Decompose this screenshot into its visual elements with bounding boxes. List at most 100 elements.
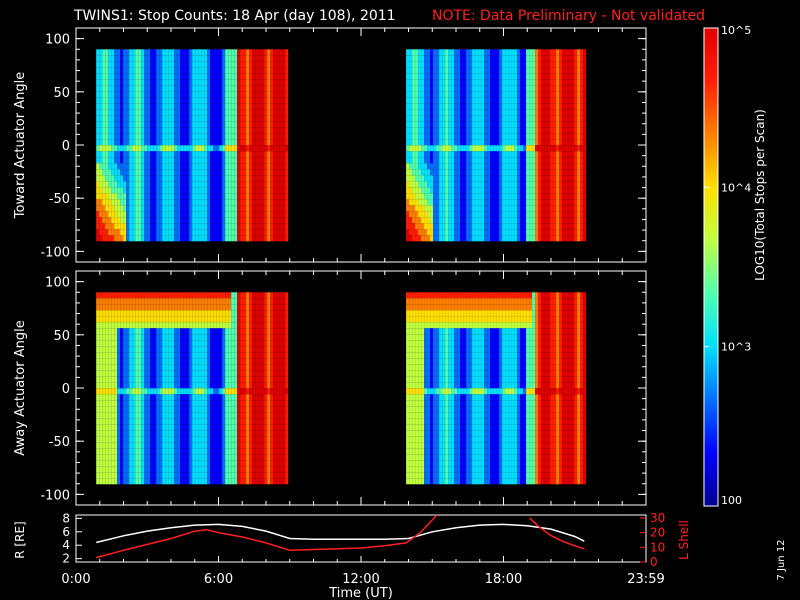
heatmap-cell [192,187,196,194]
heatmap-cell [258,235,262,242]
heatmap-cell [186,157,190,164]
heatmap-cell [228,85,232,92]
heatmap-cell [108,163,112,170]
heatmap-cell [562,145,566,152]
heatmap-cell [126,61,130,68]
heatmap-cell [174,310,178,317]
heatmap-cell [189,205,193,212]
heatmap-cell [261,121,265,128]
heatmap-cell [168,73,172,80]
heatmap-cell [120,310,124,317]
heatmap-cell [138,169,142,176]
heatmap-cell [252,91,256,98]
heatmap-cell [207,151,211,158]
heatmap-cell [117,340,121,347]
heatmap-cell [117,394,121,401]
heatmap-cell [144,73,148,80]
heatmap-cell [135,211,139,218]
heatmap-cell [237,103,241,110]
heatmap-cell [228,193,232,200]
heatmap-cell [556,127,560,134]
heatmap-cell [409,181,413,188]
heatmap-cell [252,163,256,170]
heatmap-cell [201,115,205,122]
heatmap-cell [484,73,488,80]
heatmap-cell [120,304,124,311]
heatmap-cell [466,55,470,62]
heatmap-cell [520,133,524,140]
heatmap-cell [427,187,431,194]
heatmap-cell [204,151,208,158]
heatmap-cell [496,157,500,164]
heatmap-cell [147,199,151,206]
heatmap-cell [96,169,100,176]
heatmap-cell [574,181,578,188]
heatmap-cell [153,151,157,158]
heatmap-cell [96,127,100,134]
heatmap-cell [222,211,226,218]
heatmap-cell [267,229,271,236]
heatmap-cell [421,211,425,218]
heatmap-cell [105,406,109,413]
heatmap-cell [153,418,157,425]
heatmap-cell [553,127,557,134]
heatmap-cell [439,49,443,56]
heatmap-cell [165,211,169,218]
heatmap-cell [135,133,139,140]
heatmap-cell [267,169,271,176]
heatmap-cell [120,454,124,461]
heatmap-cell [141,400,145,407]
heatmap-cell [514,61,518,68]
heatmap-cell [520,217,524,224]
heatmap-cell [225,49,229,56]
heatmap-cell [243,181,247,188]
heatmap-cell [96,328,100,335]
heatmap-cell [111,442,115,449]
heatmap-cell [156,217,160,224]
heatmap-cell [550,145,554,152]
heatmap-cell [141,412,145,419]
heatmap-cell [231,103,235,110]
heatmap-cell [168,406,172,413]
heatmap-cell [102,400,106,407]
heatmap-cell [135,85,139,92]
heatmap-cell [433,121,437,128]
heatmap-cell [532,217,536,224]
heatmap-cell [529,193,533,200]
heatmap-cell [216,121,220,128]
heatmap-cell [219,151,223,158]
heatmap-cell [222,187,226,194]
heatmap-cell [490,181,494,188]
heatmap-cell [201,193,205,200]
heatmap-cell [138,412,142,419]
heatmap-cell [129,316,133,323]
heatmap-cell [171,370,175,377]
heatmap-cell [529,181,533,188]
heatmap-cell [523,79,527,86]
heatmap-cell [451,217,455,224]
heatmap-cell [529,109,533,116]
heatmap-cell [279,235,283,242]
heatmap-cell [162,460,166,467]
heatmap-cell [234,79,238,86]
heatmap-cell [168,328,172,335]
heatmap-cell [538,73,542,80]
heatmap-cell [553,79,557,86]
heatmap-cell [270,79,274,86]
heatmap-cell [219,73,223,80]
heatmap-cell [165,151,169,158]
heatmap-cell [499,199,503,206]
heatmap-cell [475,91,479,98]
heatmap-cell [559,217,563,224]
heatmap-cell [553,49,557,56]
heatmap-cell [132,442,136,449]
heatmap-cell [177,187,181,194]
heatmap-cell [279,115,283,122]
heatmap-cell [156,394,160,401]
heatmap-cell [141,316,145,323]
heatmap-cell [186,55,190,62]
heatmap-cell [562,223,566,230]
heatmap-cell [225,229,229,236]
heatmap-cell [96,358,100,365]
heatmap-cell [406,97,410,104]
